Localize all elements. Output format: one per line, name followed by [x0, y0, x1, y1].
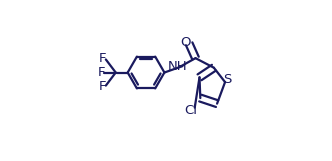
Text: F: F	[98, 66, 105, 79]
Text: S: S	[223, 73, 231, 86]
Text: Cl: Cl	[184, 104, 197, 117]
Text: O: O	[180, 36, 191, 49]
Text: NH: NH	[167, 60, 187, 73]
Text: F: F	[99, 52, 107, 65]
Text: F: F	[99, 80, 107, 93]
